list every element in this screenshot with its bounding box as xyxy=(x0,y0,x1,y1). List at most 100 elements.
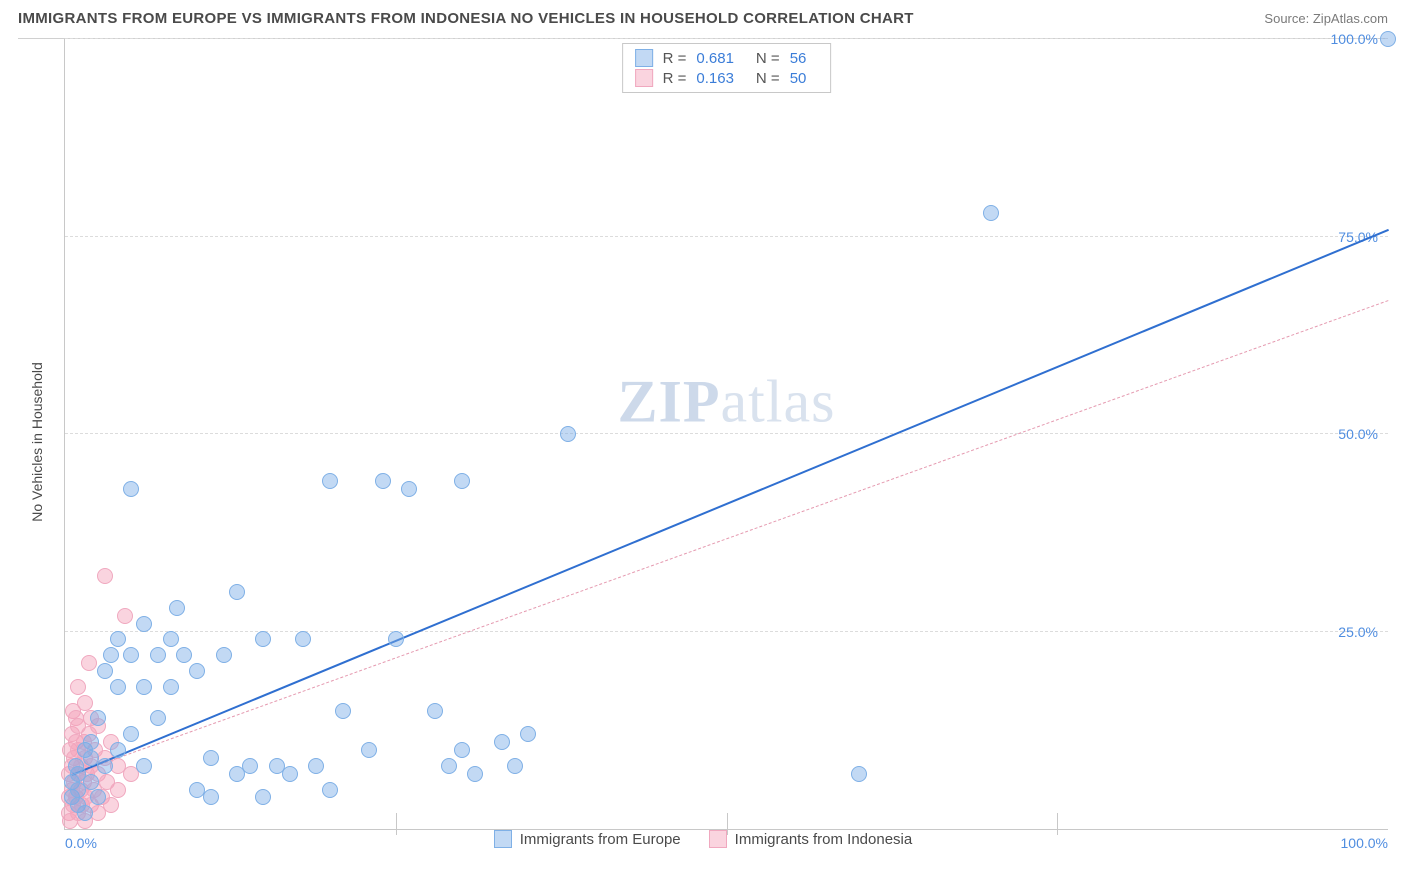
swatch-indonesia-icon xyxy=(709,830,727,848)
datapoint-europe xyxy=(110,742,126,758)
watermark: ZIPatlas xyxy=(618,368,836,437)
datapoint-europe xyxy=(123,726,139,742)
datapoint-europe xyxy=(90,710,106,726)
r-label: R = xyxy=(663,70,687,87)
datapoint-europe xyxy=(454,473,470,489)
plot-area: No Vehicles in Household ZIPatlas R = 0.… xyxy=(64,39,1388,830)
datapoint-europe xyxy=(229,584,245,600)
datapoint-europe xyxy=(242,758,258,774)
datapoint-europe xyxy=(322,473,338,489)
datapoint-europe xyxy=(150,647,166,663)
datapoint-europe xyxy=(123,481,139,497)
n-label: N = xyxy=(756,70,780,87)
datapoint-europe xyxy=(216,647,232,663)
datapoint-indonesia xyxy=(117,608,133,624)
datapoint-europe xyxy=(851,766,867,782)
n-label: N = xyxy=(756,50,780,67)
gridline-v xyxy=(1057,813,1058,829)
watermark-rest: atlas xyxy=(721,369,836,435)
datapoint-europe xyxy=(123,647,139,663)
datapoint-indonesia xyxy=(81,655,97,671)
legend-row-indonesia: R = 0.163 N = 50 xyxy=(635,68,819,88)
datapoint-europe xyxy=(983,205,999,221)
datapoint-europe xyxy=(361,742,377,758)
datapoint-europe xyxy=(388,631,404,647)
datapoint-europe xyxy=(163,679,179,695)
source-label: Source: xyxy=(1264,11,1309,26)
datapoint-europe xyxy=(110,631,126,647)
legend-correlation: R = 0.681 N = 56 R = 0.163 N = 50 xyxy=(622,43,832,93)
y-tick-label: 25.0% xyxy=(1338,624,1378,640)
datapoint-europe xyxy=(282,766,298,782)
chart-container: No Vehicles in Household ZIPatlas R = 0.… xyxy=(18,38,1388,854)
datapoint-europe xyxy=(83,734,99,750)
datapoint-europe xyxy=(560,426,576,442)
datapoint-europe xyxy=(83,774,99,790)
trendline xyxy=(71,229,1388,776)
swatch-europe-icon xyxy=(494,830,512,848)
trendline xyxy=(71,300,1388,775)
datapoint-europe xyxy=(308,758,324,774)
datapoint-indonesia xyxy=(70,679,86,695)
n-value-europe: 56 xyxy=(790,50,807,67)
datapoint-europe xyxy=(467,766,483,782)
datapoint-europe xyxy=(441,758,457,774)
datapoint-europe xyxy=(136,758,152,774)
chart-source: Source: ZipAtlas.com xyxy=(1264,11,1388,26)
datapoint-europe xyxy=(335,703,351,719)
datapoint-europe xyxy=(176,647,192,663)
legend-label-europe: Immigrants from Europe xyxy=(520,831,681,848)
datapoint-europe xyxy=(136,679,152,695)
datapoint-europe xyxy=(255,631,271,647)
source-link[interactable]: ZipAtlas.com xyxy=(1313,11,1388,26)
r-value-indonesia: 0.163 xyxy=(696,70,734,87)
datapoint-europe xyxy=(103,647,119,663)
datapoint-europe xyxy=(255,789,271,805)
legend-item-europe: Immigrants from Europe xyxy=(494,830,681,848)
datapoint-europe xyxy=(110,679,126,695)
chart-title: IMMIGRANTS FROM EUROPE VS IMMIGRANTS FRO… xyxy=(18,10,914,27)
datapoint-europe xyxy=(375,473,391,489)
datapoint-europe xyxy=(169,600,185,616)
datapoint-europe xyxy=(203,750,219,766)
y-tick-label: 50.0% xyxy=(1338,426,1378,442)
datapoint-europe xyxy=(150,710,166,726)
datapoint-indonesia xyxy=(110,782,126,798)
r-label: R = xyxy=(663,50,687,67)
swatch-europe xyxy=(635,49,653,67)
legend-label-indonesia: Immigrants from Indonesia xyxy=(735,831,913,848)
datapoint-europe xyxy=(1380,31,1396,47)
datapoint-europe xyxy=(401,481,417,497)
datapoint-europe xyxy=(520,726,536,742)
datapoint-europe xyxy=(77,805,93,821)
y-axis-label: No Vehicles in Household xyxy=(29,362,45,522)
gridline-h xyxy=(65,38,1388,39)
datapoint-europe xyxy=(322,782,338,798)
gridline-v xyxy=(396,813,397,829)
datapoint-europe xyxy=(136,616,152,632)
legend-item-indonesia: Immigrants from Indonesia xyxy=(709,830,913,848)
datapoint-indonesia xyxy=(77,695,93,711)
datapoint-europe xyxy=(189,663,205,679)
datapoint-europe xyxy=(163,631,179,647)
datapoint-indonesia xyxy=(97,568,113,584)
legend-row-europe: R = 0.681 N = 56 xyxy=(635,48,819,68)
swatch-indonesia xyxy=(635,69,653,87)
watermark-bold: ZIP xyxy=(618,369,721,435)
datapoint-europe xyxy=(203,789,219,805)
gridline-h xyxy=(65,236,1388,237)
datapoint-europe xyxy=(295,631,311,647)
datapoint-europe xyxy=(494,734,510,750)
datapoint-europe xyxy=(454,742,470,758)
gridline-v xyxy=(727,813,728,829)
r-value-europe: 0.681 xyxy=(696,50,734,67)
datapoint-europe xyxy=(507,758,523,774)
legend-series: Immigrants from Europe Immigrants from I… xyxy=(18,830,1388,848)
n-value-indonesia: 50 xyxy=(790,70,807,87)
y-tick-label: 100.0% xyxy=(1331,31,1378,47)
datapoint-europe xyxy=(97,663,113,679)
datapoint-europe xyxy=(97,758,113,774)
datapoint-europe xyxy=(427,703,443,719)
gridline-h xyxy=(65,433,1388,434)
datapoint-europe xyxy=(90,789,106,805)
